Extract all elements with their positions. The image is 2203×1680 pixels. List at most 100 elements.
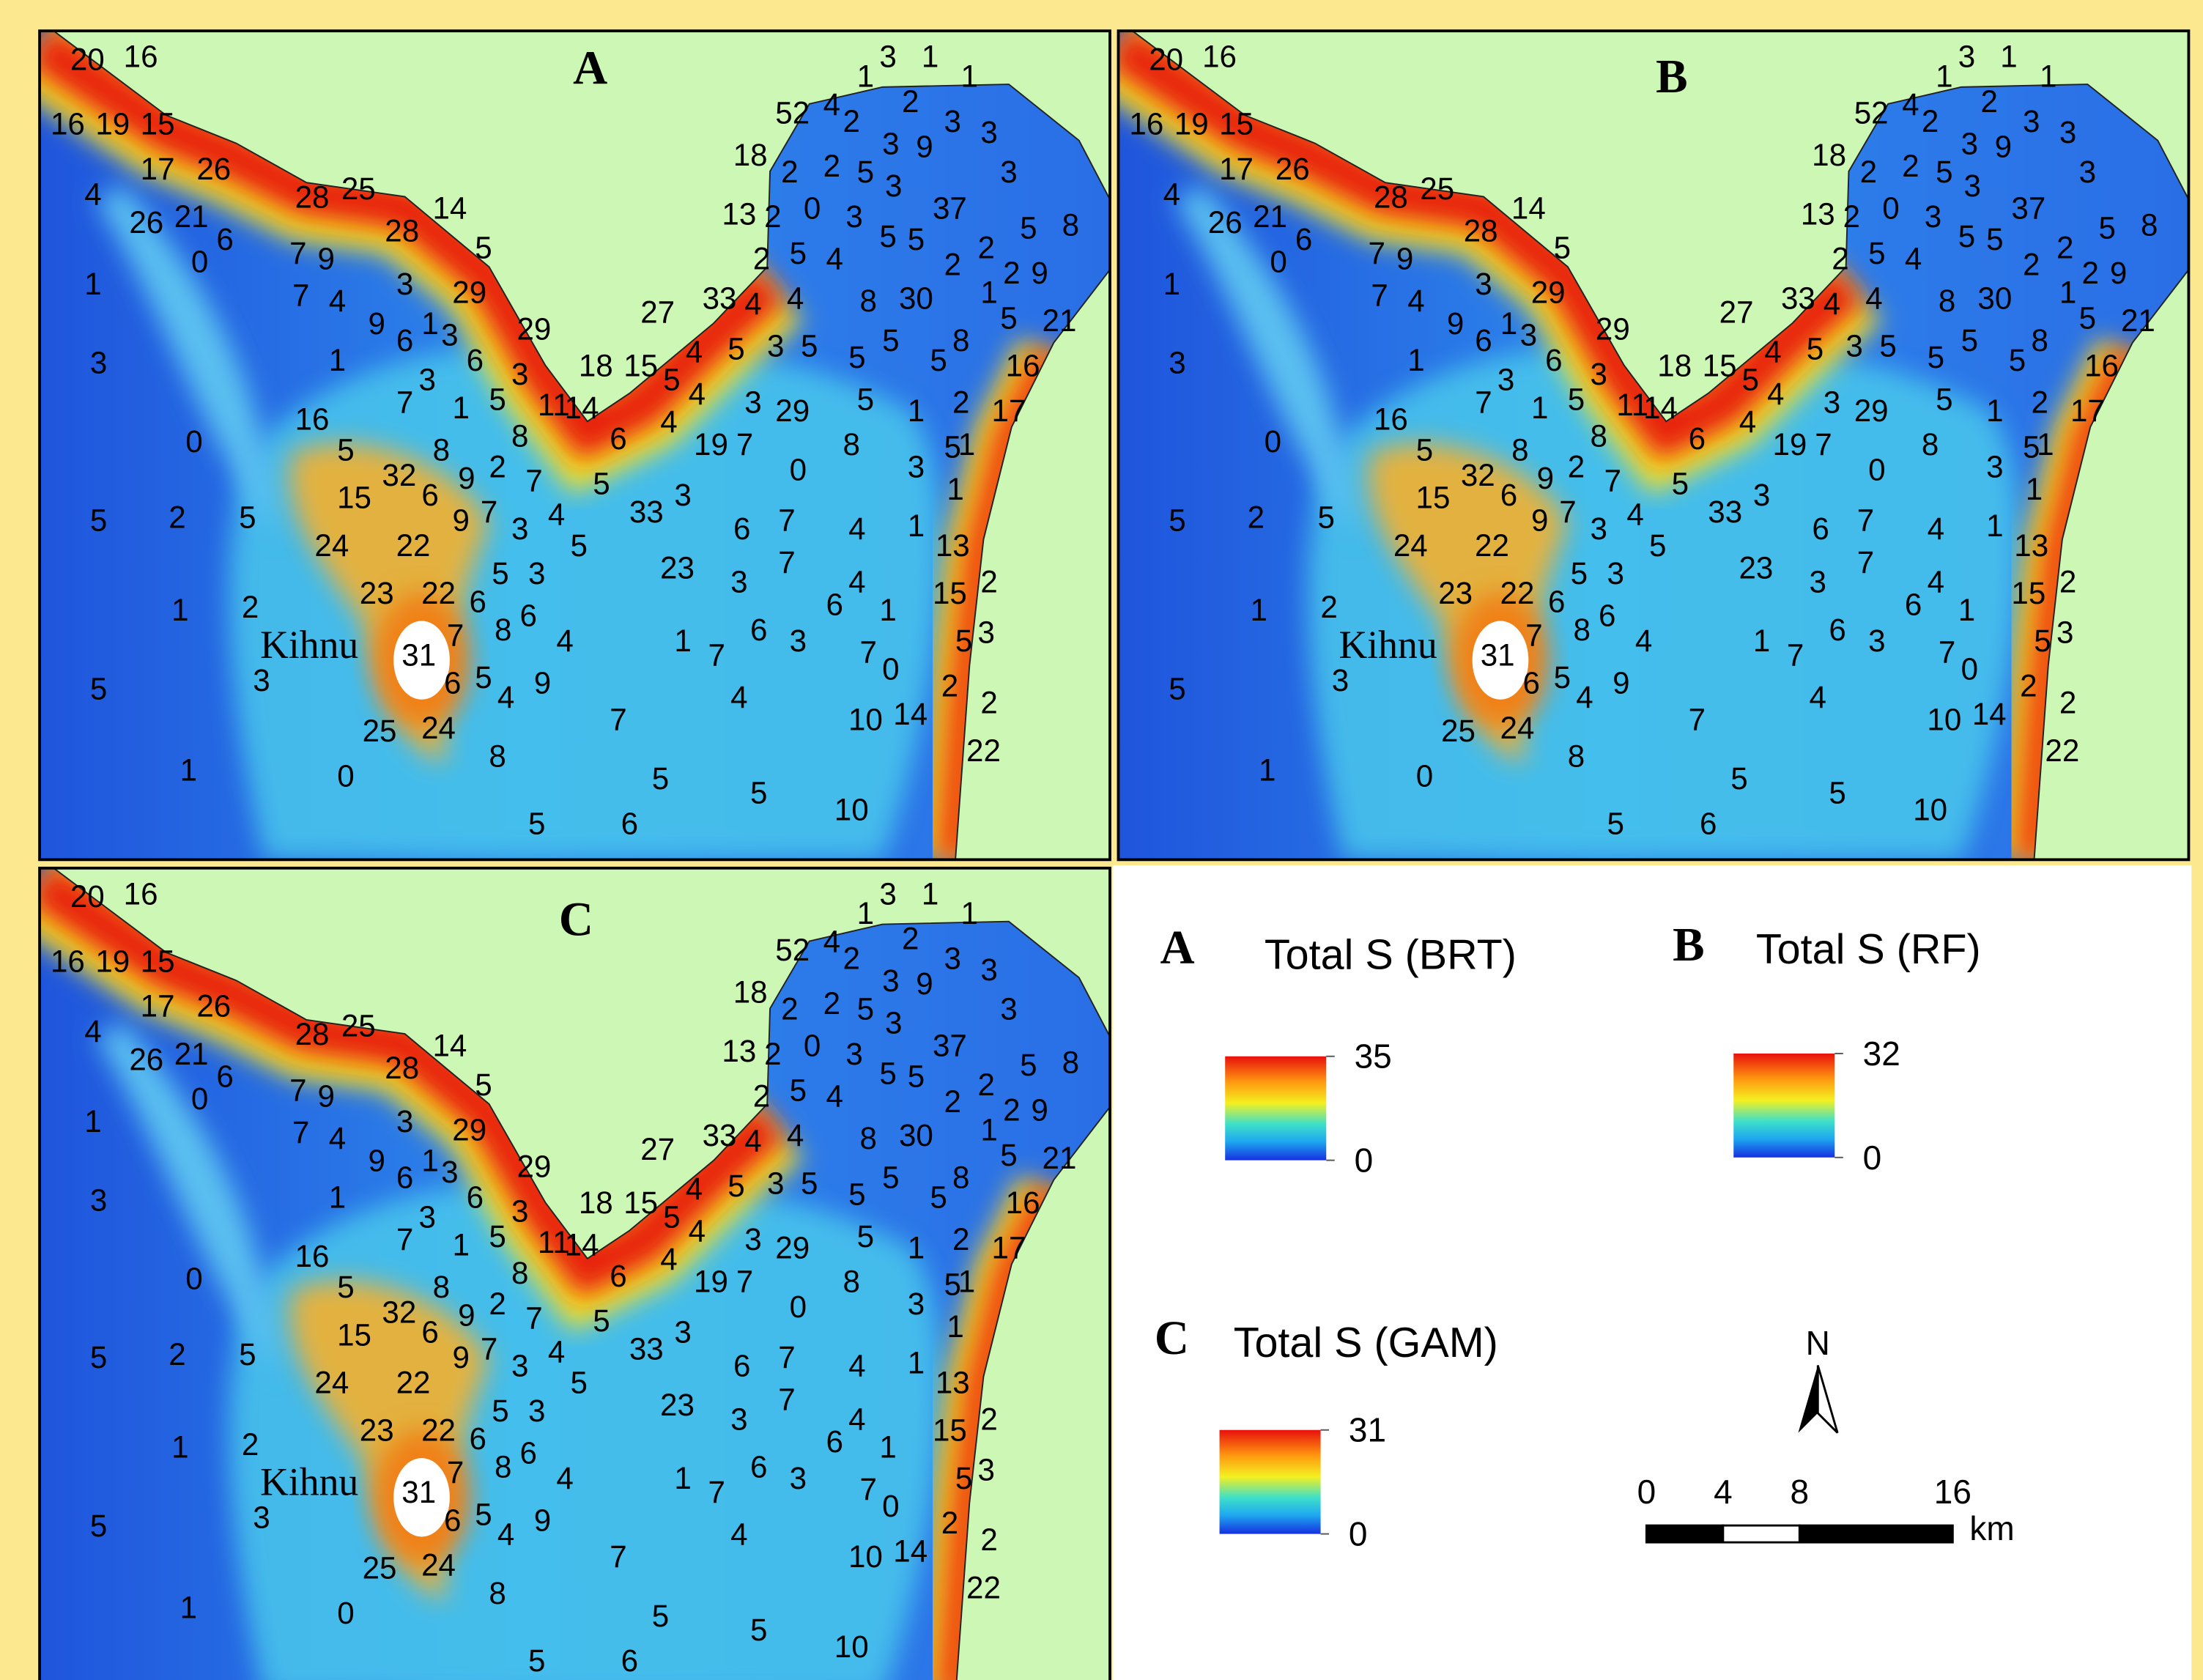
station-label: 19 <box>95 944 130 978</box>
station-label: 6 <box>1500 478 1517 512</box>
station-label: 9 <box>1995 129 2012 163</box>
station-label: 5 <box>663 1199 680 1234</box>
station-label: 0 <box>1961 652 1978 687</box>
station-label: 5 <box>337 1270 354 1304</box>
station-label: 15 <box>2011 576 2045 610</box>
station-label: 2 <box>978 230 995 264</box>
station-label: 2 <box>781 155 798 189</box>
station-label: 5 <box>848 1177 865 1212</box>
station-label: 15 <box>933 1413 967 1448</box>
station-label: 14 <box>893 697 928 731</box>
station-label: 15 <box>337 481 371 515</box>
station-label: 5 <box>1318 500 1335 535</box>
station-label: 37 <box>933 1028 967 1062</box>
station-label: 1 <box>1163 267 1180 301</box>
station-label: 6 <box>1295 222 1312 256</box>
station-label: 3 <box>1497 363 1514 397</box>
station-label: 2 <box>980 565 997 599</box>
station-label: 3 <box>511 1349 528 1383</box>
station-label: 4 <box>329 1121 346 1155</box>
body: {"panels": [{"letter": "A"}, {"letter": … <box>0 0 2203 1680</box>
station-label: 32 <box>382 458 416 492</box>
legend-title: Total S (BRT) <box>1265 932 1517 979</box>
station-label: 4 <box>787 1118 804 1152</box>
station-label: 17 <box>141 989 175 1024</box>
station-label: 5 <box>750 775 767 810</box>
station-label: 18 <box>733 138 768 172</box>
station-label: 5 <box>1000 1138 1017 1172</box>
station-label: 8 <box>495 1450 511 1484</box>
station-label: 5 <box>1868 236 1885 270</box>
station-label: 4 <box>1163 177 1180 212</box>
station-label: 3 <box>396 267 413 301</box>
station-label: 9 <box>2110 256 2127 290</box>
station-label: 3 <box>885 1006 902 1040</box>
station-label: 5 <box>571 1366 588 1400</box>
station-label: 16 <box>295 1239 330 1273</box>
station-label: 23 <box>1438 576 1473 610</box>
station-label: 3 <box>1607 556 1623 591</box>
station-label: 17 <box>1219 152 1254 186</box>
station-label: 3 <box>1810 565 1826 599</box>
station-label: 0 <box>882 652 899 687</box>
page: Total S maps html, body { margin: 0; pad… <box>0 0 2203 1680</box>
station-label: 2 <box>1248 500 1265 535</box>
station-label: 7 <box>292 278 309 313</box>
station-label: 7 <box>708 1475 725 1509</box>
station-label: 13 <box>722 196 756 231</box>
station-label: 2 <box>1922 104 1939 138</box>
station-label: 7 <box>1559 495 1576 529</box>
station-label: 24 <box>1393 528 1428 563</box>
station-label: 4 <box>848 565 865 599</box>
station-label: 2 <box>753 1078 770 1113</box>
station-label: 3 <box>1963 169 1980 203</box>
color-bar-max: 31 <box>1349 1411 1386 1449</box>
station-label: 2 <box>902 922 919 956</box>
station-label: 3 <box>1169 346 1185 380</box>
station-label: 16 <box>1129 107 1163 141</box>
station-label: 8 <box>1062 1045 1079 1079</box>
station-label: 5 <box>1000 300 1017 335</box>
station-label: 7 <box>778 545 795 580</box>
station-label: 5 <box>571 528 588 563</box>
station-label: 4 <box>730 680 747 714</box>
station-label: 5 <box>908 1059 925 1094</box>
station-label: 1 <box>453 391 470 425</box>
station-label: 16 <box>124 40 158 74</box>
station-label: 2 <box>980 1522 997 1557</box>
station-label: 2 <box>902 84 919 119</box>
station-label: 4 <box>1928 511 1944 546</box>
station-label: 23 <box>660 1388 695 1422</box>
station-label: 22 <box>966 733 1001 768</box>
station-label: 23 <box>1739 551 1773 585</box>
station-label: 1 <box>908 508 925 543</box>
scale-tick-label: 0 <box>1637 1473 1656 1511</box>
station-label: 4 <box>686 1172 703 1206</box>
station-label: 29 <box>775 1230 810 1265</box>
station-label: 2 <box>1843 199 1860 234</box>
station-label: 5 <box>528 806 545 840</box>
station-label: 24 <box>421 1548 456 1583</box>
station-label: 7 <box>289 1073 306 1108</box>
station-label: 28 <box>295 1017 330 1051</box>
station-label: 1 <box>84 267 101 301</box>
station-label: 5 <box>1986 222 2003 256</box>
station-label: 2 <box>242 590 259 624</box>
station-label: 3 <box>1000 992 1017 1026</box>
station-label: 29 <box>452 1112 486 1147</box>
station-label: 25 <box>341 1009 376 1043</box>
station-label: 5 <box>90 1509 107 1543</box>
station-label: 3 <box>944 941 961 976</box>
station-label: 1 <box>674 1461 691 1495</box>
station-label: 4 <box>1865 281 1882 315</box>
station-label: 4 <box>1902 87 1919 122</box>
station-label: 4 <box>497 680 514 714</box>
legend-letter: A <box>1160 922 1194 974</box>
station-label: 5 <box>882 323 899 358</box>
station-label: 8 <box>1062 208 1079 243</box>
station-label: 5 <box>593 467 610 501</box>
station-label: 3 <box>767 329 784 363</box>
station-label: 0 <box>804 1028 821 1062</box>
station-label: 3 <box>978 615 995 650</box>
color-bar-min: 0 <box>1355 1141 1374 1180</box>
